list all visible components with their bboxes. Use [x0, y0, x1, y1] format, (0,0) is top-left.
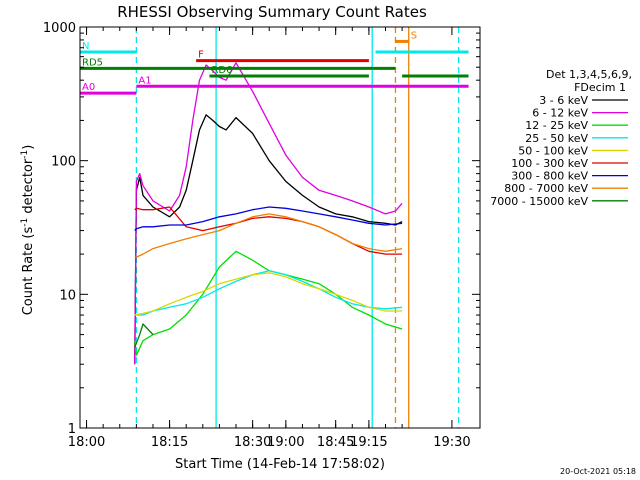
status-bar-label: A0 — [82, 82, 95, 93]
x-tick-label: 18:30 — [234, 435, 271, 450]
x-tick-label: 19:15 — [350, 435, 387, 450]
legend-entry-label: 12 - 25 keV — [525, 119, 588, 132]
timestamp: 20-Oct-2021 05:18 — [560, 467, 636, 476]
legend-entry-label: 3 - 6 keV — [539, 94, 588, 107]
axes: 1 10 100 1000 18:00 18:15 18:30 18:45 19:00 19:15… — [43, 21, 481, 450]
series-line — [134, 272, 403, 316]
status-bar-label: RD6 — [211, 65, 232, 76]
y-axis-label-part: ) — [21, 145, 36, 150]
status-bar-label: A1 — [138, 75, 151, 86]
x-tick-label: 18:15 — [151, 435, 188, 450]
y-axis-label-part: detector — [21, 158, 36, 218]
legend-entry-label: 50 - 100 keV — [518, 144, 588, 157]
legend-entry-label: 800 - 7000 keV — [504, 182, 588, 195]
y-tick-label: 1000 — [43, 21, 76, 36]
y-tick-label: 10 — [59, 288, 76, 303]
series-line — [134, 213, 403, 258]
plot-area: N S F RD5 RD6 A0 A1 — [80, 27, 469, 428]
x-tick-label: 18:00 — [68, 435, 105, 450]
plot-content: N S F RD5 RD6 A0 A1 — [80, 27, 469, 428]
status-bar-label: S — [411, 30, 417, 41]
series-line — [134, 323, 154, 348]
status-bar-label: RD5 — [82, 57, 103, 68]
y-axis-label: Count Rate (s-1 detector-1) — [20, 145, 36, 316]
legend-entry-label: 6 - 12 keV — [532, 107, 588, 120]
y-tick-label: 100 — [51, 155, 76, 170]
series-line — [134, 62, 403, 365]
status-bar-label: F — [198, 50, 204, 61]
plot-frame — [79, 26, 481, 429]
x-axis-label: Start Time (14-Feb-14 17:58:02) — [175, 457, 385, 472]
y-axis-label-sup: -1 — [20, 218, 30, 227]
x-tick-label: 19:00 — [267, 435, 304, 450]
series-line — [134, 114, 403, 365]
series-line — [134, 206, 403, 232]
y-axis-label-sup: -1 — [20, 150, 30, 159]
y-axis-label-part: Count Rate (s — [21, 227, 36, 316]
legend-entry-label: 25 - 50 keV — [525, 132, 588, 145]
legend-header: Det 1,3,4,5,6,9, — [546, 68, 632, 81]
x-tick-label: 18:45 — [317, 435, 354, 450]
legend-entry-label: 7000 - 15000 keV — [490, 195, 588, 208]
legend-header: FDecim 1 — [574, 81, 626, 94]
x-tick-label: 19:30 — [433, 435, 470, 450]
series-line — [134, 250, 403, 356]
legend-entry-label: 300 - 800 keV — [511, 170, 588, 183]
chart-title: RHESSI Observing Summary Count Rates — [117, 3, 427, 21]
legend-entry-label: 100 - 300 keV — [511, 157, 588, 170]
status-bar-label: N — [82, 41, 89, 52]
series-line — [134, 270, 403, 316]
y-tick-label: 1 — [68, 422, 76, 437]
